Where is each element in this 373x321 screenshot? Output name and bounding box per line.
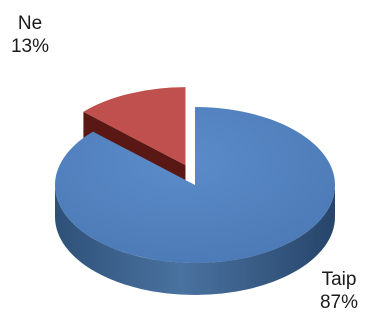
slice-label-taip: Taip 87% — [308, 268, 370, 314]
slice-side-taip-0 — [55, 185, 335, 295]
slice-name-taip: Taip — [321, 269, 357, 290]
slice-label-ne: Ne 13% — [4, 12, 56, 58]
slice-name-ne: Ne — [17, 13, 43, 34]
slice-taip — [54, 107, 335, 263]
slice-value-ne: 13% — [10, 36, 50, 57]
slice-ne — [83, 87, 186, 166]
slice-value-taip: 87% — [319, 292, 359, 313]
